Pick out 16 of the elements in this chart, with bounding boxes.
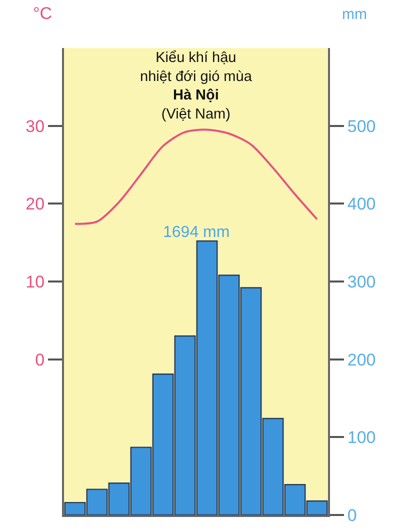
annotation: 1694 mm [163, 224, 230, 241]
y-tick-label: 10 [26, 272, 45, 292]
y-tick-label: 20 [26, 194, 45, 214]
y2-tick-label: 200 [347, 350, 376, 370]
y-tick-label: 30 [26, 116, 45, 136]
y2-tick-label: 400 [347, 194, 376, 214]
y2-tick-label: 500 [347, 116, 376, 136]
y2-axis-title: mm [342, 6, 367, 23]
text: Hà Nội (Việt Nam) [161, 88, 230, 123]
y-axis-title: °C [33, 4, 52, 23]
y2-tick-label: 100 [347, 428, 376, 448]
y2-tick-label: 300 [347, 272, 376, 292]
y2-tick-label: 0 [347, 506, 357, 525]
y-tick-label: 0 [35, 350, 45, 370]
line-series [74, 128, 318, 225]
text: Kiểu khí hậu nhiệt đới gió mùa [140, 50, 253, 85]
